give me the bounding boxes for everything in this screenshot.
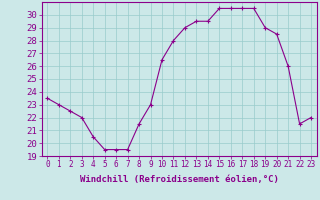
X-axis label: Windchill (Refroidissement éolien,°C): Windchill (Refroidissement éolien,°C) <box>80 175 279 184</box>
